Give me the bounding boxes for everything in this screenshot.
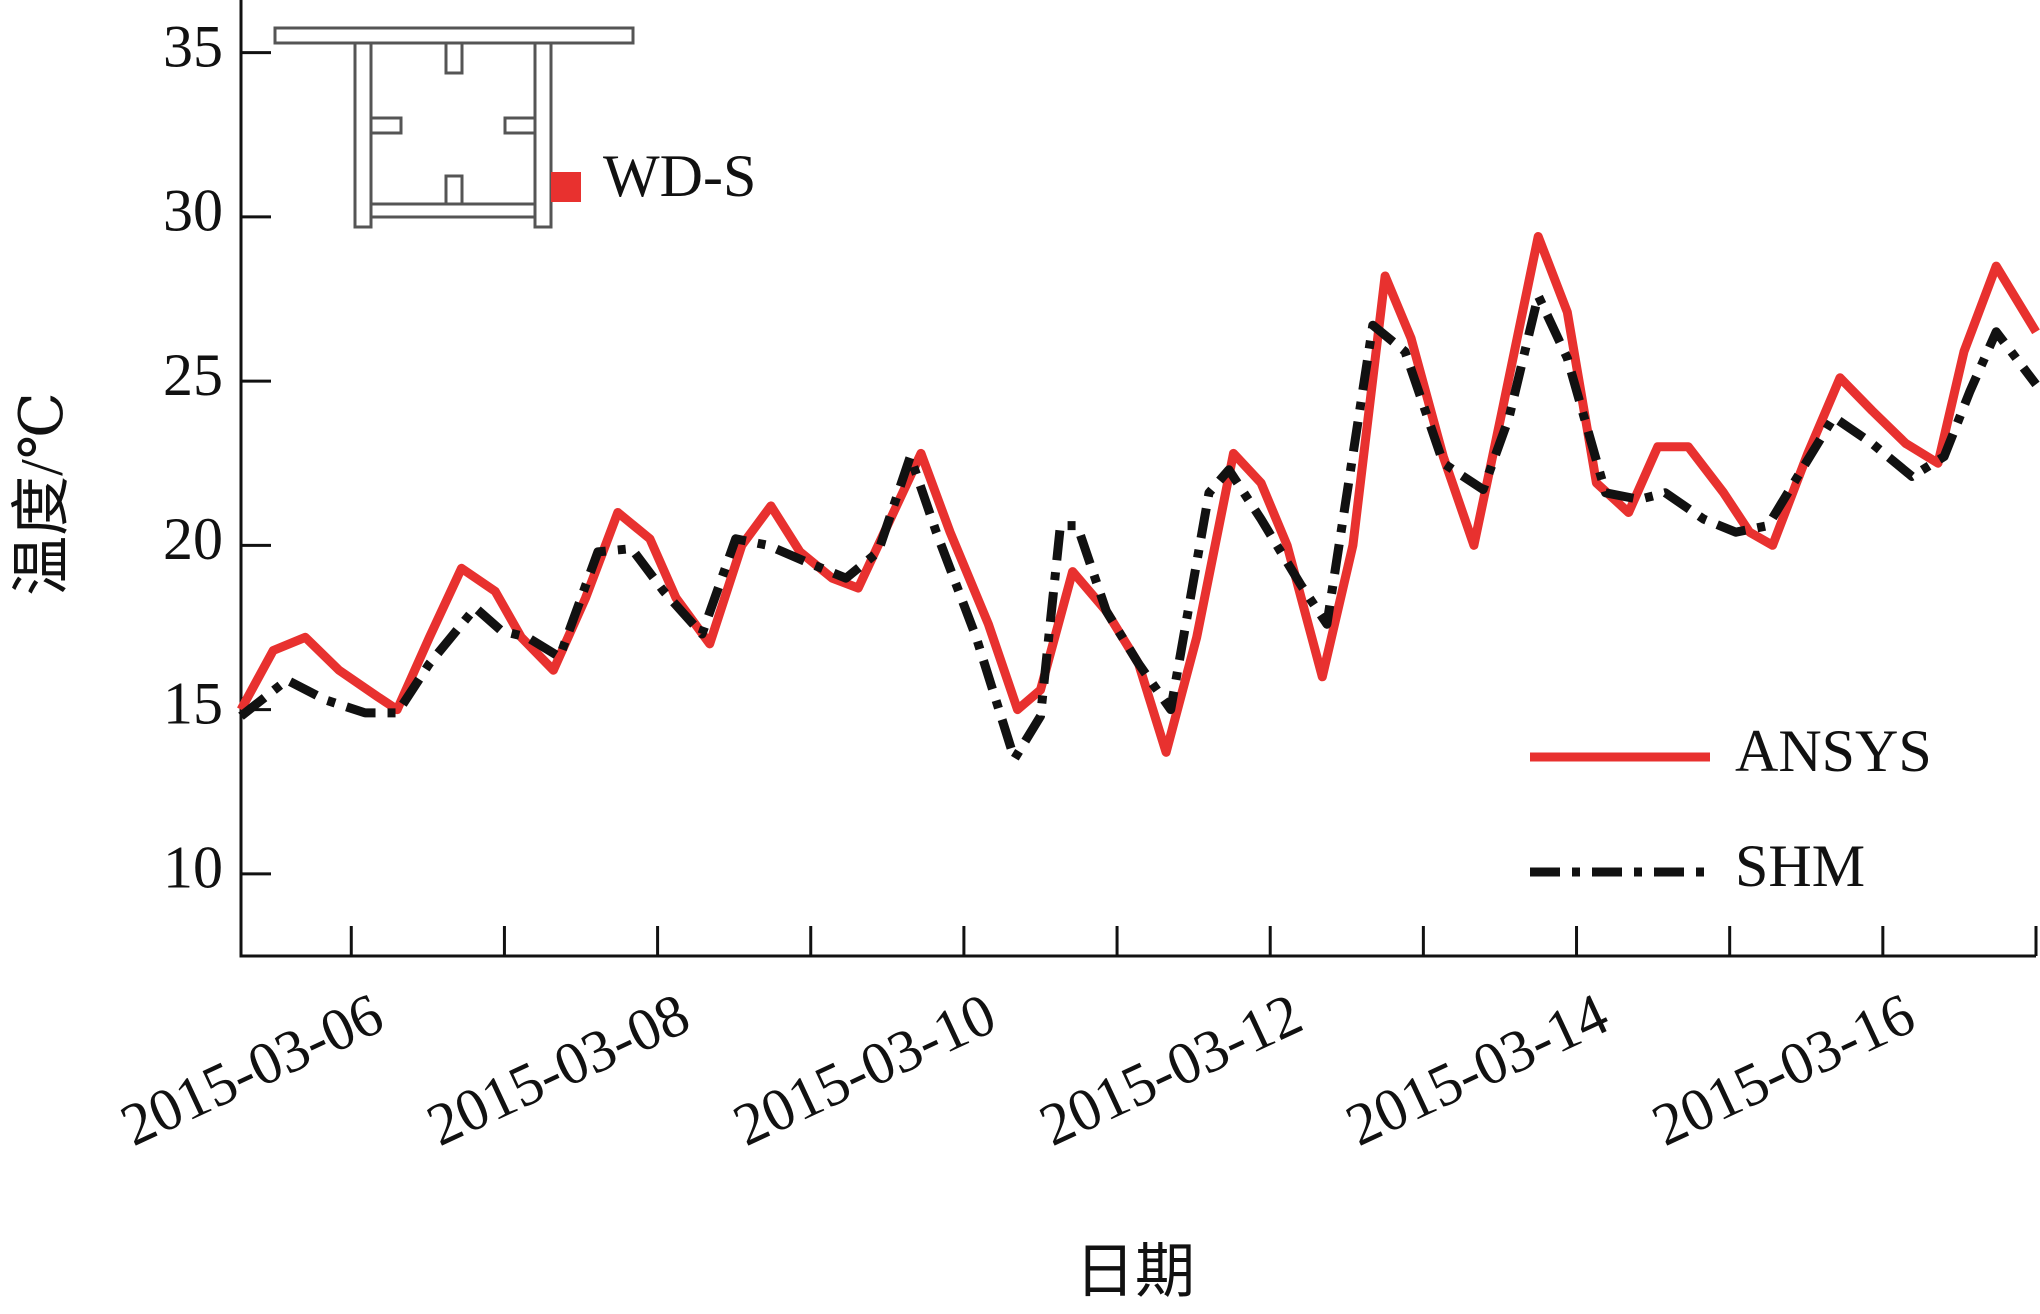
y-tick-label: 30 [163, 178, 223, 244]
inset-marker [551, 172, 581, 202]
x-tick-label: 2015-03-06 [111, 980, 393, 1158]
series-line [237, 232, 2040, 757]
inset-stiffener [503, 116, 537, 135]
y-tick-label: 15 [163, 670, 223, 736]
legend-label: ANSYS [1735, 718, 1932, 784]
x-tick-label: 2015-03-16 [1643, 980, 1925, 1158]
x-tick-label: 2015-03-08 [417, 980, 699, 1158]
x-tick-label: 2015-03-12 [1030, 980, 1312, 1158]
inset-stiffener [444, 174, 464, 206]
y-tick-label: 10 [163, 835, 223, 901]
inset-label: WD-S [603, 143, 756, 209]
x-tick-label: 2015-03-10 [724, 980, 1006, 1158]
x-axis-title: 日期 [1075, 1239, 1195, 1305]
y-axis-title: 温度/℃ [9, 392, 75, 596]
legend-label: SHM [1735, 833, 1865, 899]
inset-bottom-plate [369, 202, 537, 219]
inset-right-web [533, 41, 553, 229]
axis-frame [239, 0, 2036, 958]
y-tick-label: 35 [163, 13, 223, 79]
inset-left-web [353, 41, 373, 229]
y-tick-label: 25 [163, 342, 223, 408]
inset-top-plate [273, 26, 635, 45]
inset-stiffener [444, 41, 464, 75]
inset-stiffener [369, 116, 403, 135]
inset-diagram: WD-S [273, 26, 756, 229]
series-line [238, 291, 2040, 764]
x-tick-label: 2015-03-14 [1336, 980, 1618, 1158]
y-tick-label: 20 [163, 506, 223, 572]
